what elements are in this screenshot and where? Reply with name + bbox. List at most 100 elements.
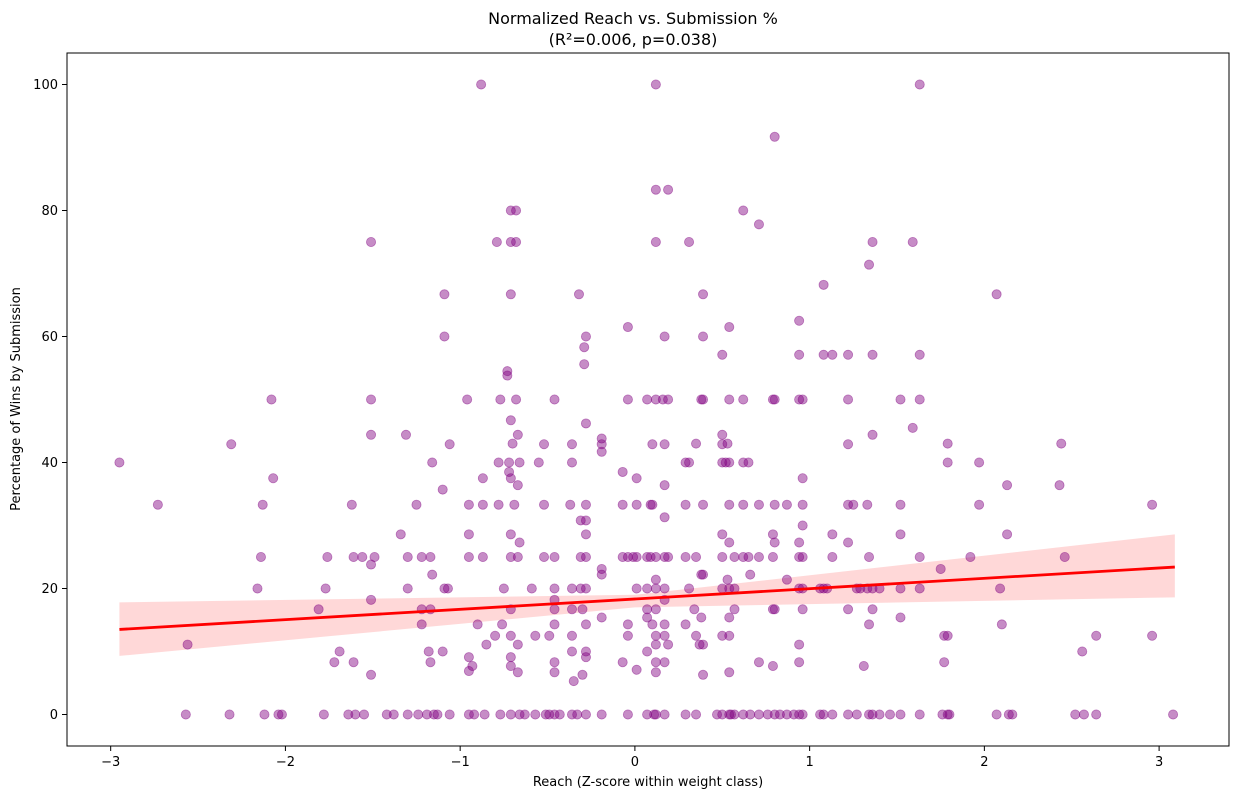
data-point [769, 394, 780, 405]
data-point [427, 457, 438, 468]
data-point [575, 515, 586, 526]
data-point [698, 394, 709, 405]
data-point [580, 515, 591, 526]
data-point [1078, 709, 1089, 720]
data-point [914, 79, 925, 90]
data-point [659, 480, 670, 491]
data-point [650, 79, 661, 90]
data-point [647, 439, 658, 450]
data-point [738, 457, 749, 468]
data-point [512, 480, 523, 491]
data-point [696, 612, 707, 623]
data-point [622, 619, 633, 630]
data-point [1002, 480, 1013, 491]
y-axis-label: Percentage of Wins by Submission [9, 287, 24, 511]
data-point [991, 289, 1002, 300]
data-point [698, 569, 709, 580]
data-point [580, 583, 591, 594]
confidence-band [119, 534, 1175, 656]
data-point [738, 394, 749, 405]
data-point [526, 583, 537, 594]
data-point [509, 499, 520, 510]
data-point [491, 236, 502, 247]
data-point [343, 709, 354, 720]
data-point [663, 184, 674, 195]
data-point [1070, 709, 1081, 720]
data-point [914, 349, 925, 360]
data-point [463, 529, 474, 540]
data-point [691, 438, 702, 449]
y-tick-label: 100 [33, 78, 58, 93]
data-point [815, 709, 826, 720]
data-point [402, 709, 413, 720]
data-point [402, 583, 413, 594]
data-point [432, 709, 443, 720]
data-point [505, 236, 516, 247]
data-point [566, 709, 577, 720]
data-point [579, 359, 590, 370]
data-point [224, 709, 235, 720]
data-point [767, 529, 778, 540]
data-point [366, 394, 377, 405]
data-point [794, 315, 805, 326]
data-point [631, 473, 642, 484]
data-point [596, 563, 607, 574]
data-point [467, 660, 478, 671]
data-point [622, 394, 633, 405]
data-point [566, 583, 577, 594]
data-point [182, 639, 193, 650]
data-point [476, 79, 487, 90]
data-point [684, 583, 695, 594]
data-point [895, 529, 906, 540]
data-point [596, 709, 607, 720]
data-point [549, 552, 560, 563]
data-point [481, 639, 492, 650]
data-point [463, 666, 474, 677]
data-point [797, 520, 808, 531]
data-point [843, 349, 854, 360]
data-point [477, 552, 488, 563]
data-point [357, 552, 368, 563]
data-point [505, 709, 516, 720]
data-point [843, 394, 854, 405]
data-point [745, 709, 756, 720]
data-point [657, 394, 668, 405]
data-point [1077, 646, 1088, 657]
data-point [252, 583, 263, 594]
data-point [366, 429, 377, 440]
data-point [575, 583, 586, 594]
data-point [512, 552, 523, 563]
data-point [580, 709, 591, 720]
data-point [974, 499, 985, 510]
data-point [797, 552, 808, 563]
data-point [318, 709, 329, 720]
data-point [505, 660, 516, 671]
data-point [729, 604, 740, 615]
data-point [631, 552, 642, 563]
data-point [729, 709, 740, 720]
data-point [680, 457, 691, 468]
data-point [530, 709, 541, 720]
data-point [696, 394, 707, 405]
y-tick-label: 40 [41, 456, 58, 471]
data-point [493, 499, 504, 510]
data-point [366, 669, 377, 680]
data-point [514, 537, 525, 548]
data-point [914, 552, 925, 563]
data-point [738, 499, 749, 510]
data-point [659, 709, 670, 720]
data-point [519, 709, 530, 720]
data-point [322, 552, 333, 563]
data-point [266, 394, 277, 405]
data-point [437, 646, 448, 657]
data-point [427, 569, 438, 580]
data-point [580, 652, 591, 663]
data-point [864, 259, 875, 270]
data-point [366, 236, 377, 247]
data-point [549, 709, 560, 720]
data-point [502, 370, 513, 381]
data-point [617, 466, 628, 477]
data-point [767, 604, 778, 615]
data-point [439, 583, 450, 594]
data-point [425, 552, 436, 563]
